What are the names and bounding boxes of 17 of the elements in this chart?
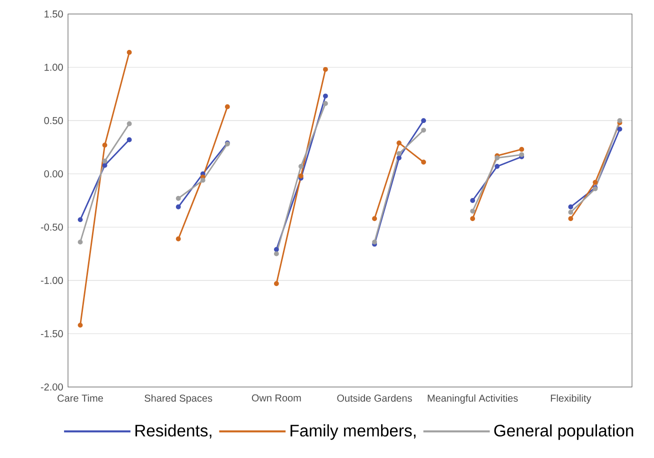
legend-label: Residents,	[135, 424, 212, 439]
y-tick-label: 0.50	[44, 117, 63, 124]
legend-label: Family members,	[290, 424, 416, 440]
y-tick-label: -0.50	[40, 224, 63, 231]
y-tick-label: -2.00	[40, 383, 63, 391]
x-tick-label: Own Room	[252, 394, 301, 402]
x-tick-label: Shared Spaces	[144, 394, 212, 404]
y-tick-label: -1.00	[40, 276, 63, 284]
x-tick-label: Care Time	[58, 394, 103, 402]
y-tick-label: -1.50	[40, 330, 63, 338]
x-tick-label: Flexibility	[550, 394, 592, 404]
x-tick-label: Outside Gardens	[337, 394, 412, 402]
y-tick-label: 1.00	[44, 64, 63, 71]
legend-label: General population	[494, 424, 634, 440]
x-tick-label: Meaningful Activities	[428, 394, 518, 404]
y-tick-label: 0.00	[44, 170, 63, 178]
y-tick-label: 1.50	[44, 10, 63, 18]
